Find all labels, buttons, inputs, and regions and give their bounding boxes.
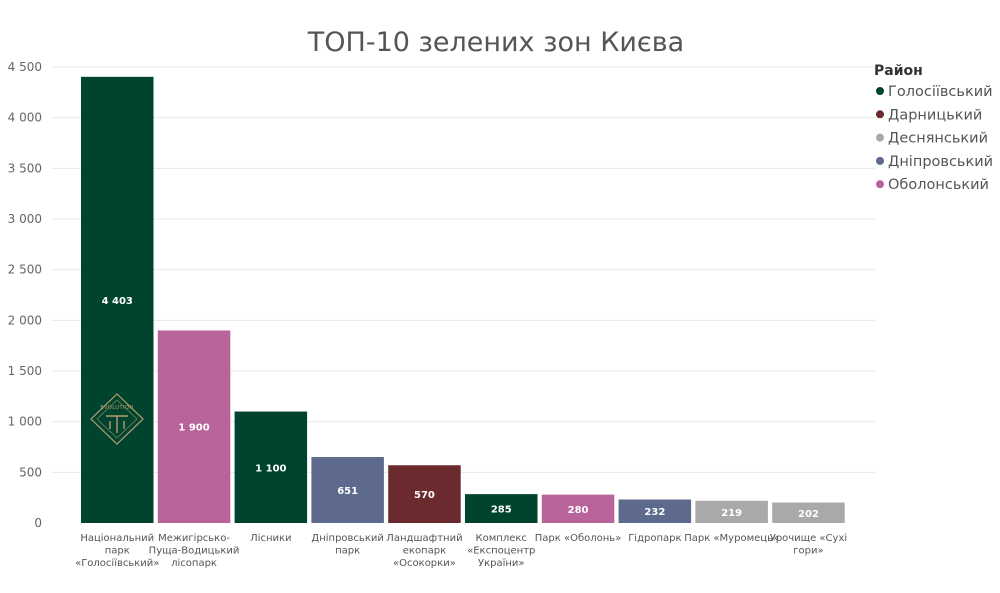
legend-marker: [876, 156, 884, 165]
legend-label[interactable]: Оболонський: [888, 177, 989, 193]
bar[interactable]: [388, 465, 461, 523]
data-labels: 4 403 1 900 1 100 651 570 285 280 232 219 202: [102, 296, 819, 520]
bar-value-label: 232: [644, 507, 665, 518]
bar-value-label: 1 900: [178, 423, 209, 434]
category-label: Ландшафтний екопарк «Осокорки»: [386, 533, 462, 569]
logo-inner-diamond: [96, 399, 138, 439]
bar[interactable]: [234, 411, 308, 523]
bar-value-label: 570: [414, 490, 435, 501]
x-axis-categories: Національний парк «Голосіївський»Межигірсь…: [75, 532, 847, 569]
bar-value-label: 280: [568, 505, 589, 516]
bar-value-label: 4 403: [102, 296, 133, 307]
category-label: Межигірсько-Пуща-Водицький лісопарк: [149, 532, 240, 569]
legend-marker: [876, 87, 884, 95]
legend-label[interactable]: Дніпровський: [888, 154, 993, 170]
y-tick-label: 500: [19, 465, 42, 479]
bar[interactable]: [157, 330, 231, 523]
y-tick-label: 1 000: [8, 415, 42, 429]
legend-title: Район: [874, 63, 923, 79]
legend-label[interactable]: Голосіївський: [888, 84, 993, 100]
legend-label[interactable]: Деснянський: [888, 131, 988, 147]
y-tick-label: 2 000: [8, 313, 42, 327]
bar[interactable]: [81, 76, 154, 523]
legend-marker: [876, 180, 884, 189]
category-label: Парк «Муромець»: [684, 533, 779, 544]
y-tick-label: 2 500: [8, 263, 42, 277]
bars: [81, 76, 845, 523]
logo-diamond: [90, 393, 144, 445]
category-label: Комплекс «Експоцентр України»: [467, 533, 535, 569]
legend[interactable]: Район Голосіївський Дарницький Деснянський…: [874, 63, 993, 193]
y-tick-label: 4 000: [8, 111, 42, 125]
bar[interactable]: [311, 457, 384, 523]
bar-value-label: 202: [798, 509, 819, 520]
category-label: Дніпровський парк: [311, 532, 383, 557]
bar[interactable]: [465, 494, 538, 523]
legend-marker: [876, 110, 884, 119]
bar-value-label: 651: [337, 486, 358, 497]
bar-value-label: 285: [491, 505, 512, 516]
watermark-logo: EVOLUTION: [90, 393, 144, 445]
chart-title: ТОП-10 зелених зон Києва: [307, 27, 684, 58]
bar[interactable]: [618, 499, 692, 523]
y-tick-label: 3 000: [8, 212, 42, 226]
y-axis-ticks: 0 500 1 000 1 500 2 000 2 500 3 000 3 500 4 000 4…: [8, 60, 42, 530]
category-label: Гідропарк: [628, 532, 681, 544]
bar[interactable]: [772, 502, 845, 523]
y-tick-label: 0: [34, 516, 42, 530]
bar-value-label: 219: [721, 508, 742, 519]
legend-label[interactable]: Дарницький: [888, 107, 982, 123]
y-tick-label: 3 500: [8, 161, 42, 175]
legend-marker: [876, 133, 884, 142]
category-label: Національний парк «Голосіївський»: [75, 532, 159, 569]
y-tick-label: 4 500: [8, 60, 42, 74]
category-label: Лісники: [250, 532, 291, 544]
bar-value-label: 1 100: [255, 463, 286, 474]
bar[interactable]: [541, 494, 615, 523]
category-label: Урочище «Сухі гори»: [770, 532, 847, 557]
logo-mark: [106, 415, 128, 433]
category-label: Парк «Оболонь»: [535, 533, 622, 544]
bar[interactable]: [695, 500, 768, 523]
y-tick-label: 1 500: [8, 364, 42, 378]
logo-text: EVOLUTION: [100, 405, 133, 411]
